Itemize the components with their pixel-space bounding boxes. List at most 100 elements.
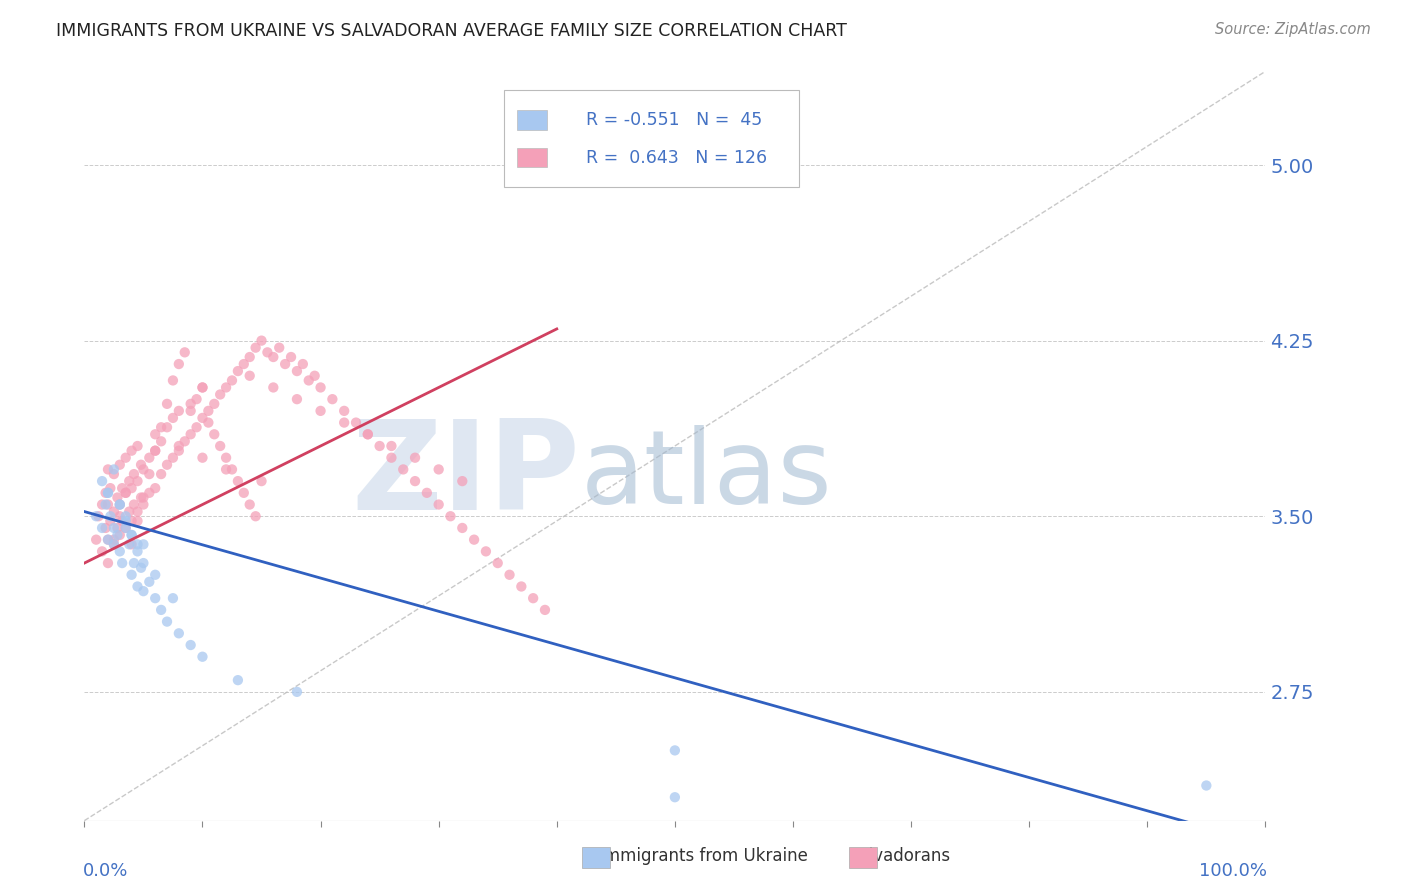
Point [97, 498, 120, 512]
Point [463, 533, 485, 547]
Point [143, 481, 166, 495]
Text: IMMIGRANTS FROM UKRAINE VS SALVADORAN AVERAGE FAMILY SIZE CORRELATION CHART: IMMIGRANTS FROM UKRAINE VS SALVADORAN AV… [56, 22, 846, 40]
Point [84, 533, 107, 547]
Point [191, 649, 214, 664]
Point [138, 467, 160, 482]
Point [664, 743, 686, 757]
Point [486, 556, 509, 570]
Point [368, 439, 391, 453]
Point [143, 427, 166, 442]
Point [291, 357, 314, 371]
FancyBboxPatch shape [516, 111, 547, 130]
Point [103, 537, 125, 551]
Point [180, 397, 202, 411]
Point [129, 458, 152, 472]
Point [98, 509, 121, 524]
Point [226, 364, 249, 378]
Point [191, 380, 214, 394]
Point [162, 374, 184, 388]
Point [202, 397, 225, 411]
Point [510, 580, 533, 594]
Point [121, 528, 143, 542]
Point [127, 439, 149, 453]
Point [97, 462, 120, 476]
Point [127, 544, 149, 558]
Text: Source: ZipAtlas.com: Source: ZipAtlas.com [1215, 22, 1371, 37]
Point [97, 486, 120, 500]
Point [309, 404, 332, 418]
Point [107, 528, 129, 542]
Point [439, 509, 461, 524]
Point [122, 498, 145, 512]
Point [103, 521, 125, 535]
Point [215, 450, 238, 465]
Point [262, 350, 284, 364]
Point [91, 521, 114, 535]
Point [215, 380, 238, 394]
Point [239, 498, 262, 512]
Point [416, 486, 439, 500]
Point [108, 498, 131, 512]
Point [97, 486, 120, 500]
Point [269, 341, 291, 355]
Point [262, 380, 284, 394]
Point [127, 537, 149, 551]
Point [127, 505, 149, 519]
Point [121, 443, 143, 458]
Point [121, 528, 143, 542]
Point [114, 521, 136, 535]
Point [209, 439, 232, 453]
Point [239, 368, 262, 383]
Point [132, 462, 155, 476]
Point [221, 462, 243, 476]
Text: ZIP: ZIP [352, 416, 581, 536]
Point [132, 491, 155, 505]
Text: Salvadorans: Salvadorans [849, 847, 950, 865]
Point [127, 474, 149, 488]
Point [357, 427, 380, 442]
Point [285, 685, 308, 699]
Point [186, 420, 208, 434]
Point [114, 450, 136, 465]
Point [91, 498, 114, 512]
Point [215, 462, 238, 476]
Point [111, 556, 134, 570]
Point [114, 521, 136, 535]
Text: R = -0.551   N =  45: R = -0.551 N = 45 [586, 112, 762, 129]
Point [94, 486, 117, 500]
Point [122, 556, 145, 570]
Point [221, 374, 243, 388]
Point [129, 491, 152, 505]
Point [156, 397, 179, 411]
Point [304, 368, 326, 383]
Point [239, 350, 262, 364]
Point [143, 591, 166, 606]
Text: R =  0.643   N = 126: R = 0.643 N = 126 [586, 149, 768, 167]
Point [167, 404, 190, 418]
Point [191, 450, 214, 465]
Point [138, 486, 160, 500]
Point [191, 380, 214, 394]
Point [380, 439, 402, 453]
Point [404, 450, 426, 465]
Point [121, 537, 143, 551]
Point [87, 509, 110, 524]
Point [150, 467, 173, 482]
Point [108, 528, 131, 542]
Point [111, 481, 134, 495]
Point [132, 498, 155, 512]
Point [167, 357, 190, 371]
Point [333, 404, 356, 418]
Point [138, 574, 160, 589]
Text: Immigrants from Ukraine: Immigrants from Ukraine [599, 847, 807, 865]
Point [121, 514, 143, 528]
Point [97, 533, 120, 547]
Point [245, 509, 267, 524]
Point [114, 486, 136, 500]
Point [427, 462, 450, 476]
Point [108, 498, 131, 512]
Point [107, 521, 129, 535]
Point [91, 474, 114, 488]
Point [122, 467, 145, 482]
Point [475, 544, 498, 558]
